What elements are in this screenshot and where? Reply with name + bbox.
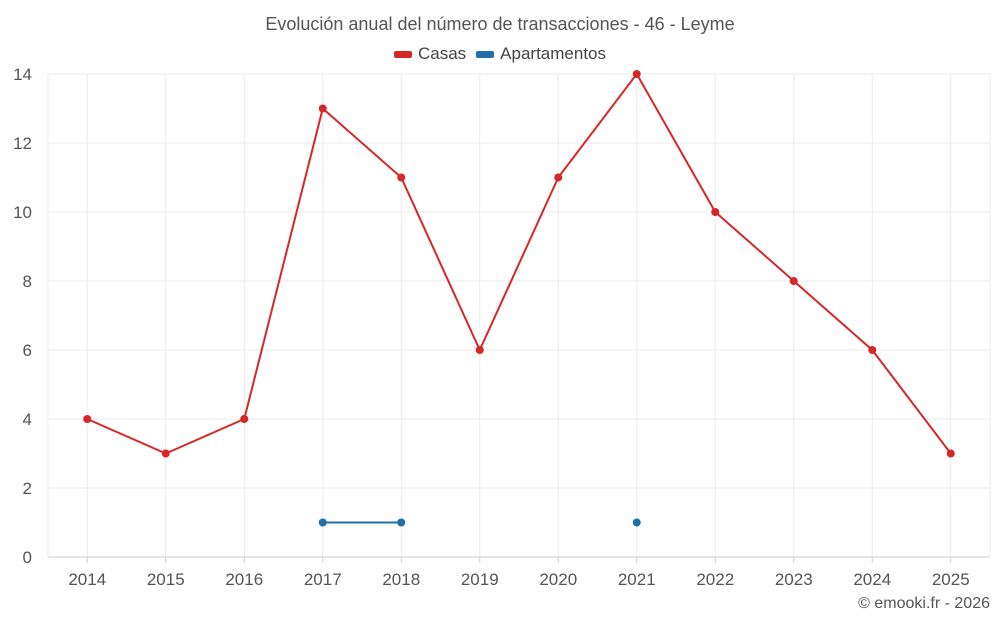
x-tick-label: 2023 [775, 570, 813, 589]
data-point-casas-2025[interactable] [946, 449, 955, 458]
data-point-casas-2018[interactable] [397, 173, 406, 182]
data-point-casas-2023[interactable] [789, 277, 798, 285]
y-tick-label: 8 [23, 272, 32, 291]
data-point-apartamentos-2021[interactable] [632, 518, 641, 527]
y-tick-label: 12 [13, 134, 32, 153]
data-point-apartamentos-2018[interactable] [397, 518, 406, 527]
x-tick-label: 2017 [304, 570, 342, 589]
y-tick-label: 10 [13, 203, 32, 222]
x-tick-label: 2025 [932, 570, 970, 589]
y-tick-label: 14 [13, 65, 32, 84]
x-tick-label: 2019 [461, 570, 499, 589]
x-tick-label: 2020 [539, 570, 577, 589]
data-point-casas-2016[interactable] [240, 415, 249, 423]
data-point-casas-2014[interactable] [83, 415, 92, 423]
data-point-casas-2024[interactable] [868, 346, 877, 354]
x-tick-label: 2015 [147, 570, 185, 589]
legend-label-apartamentos: Apartamentos [500, 44, 607, 63]
x-tick-label: 2021 [618, 570, 656, 589]
legend-swatch-apartamentos [476, 50, 495, 58]
x-tick-label: 2014 [68, 570, 106, 589]
legend: Casas Apartamentos [0, 44, 1000, 64]
data-point-casas-2017[interactable] [318, 104, 327, 113]
x-tick-label: 2022 [696, 570, 734, 589]
x-tick-label: 2024 [853, 570, 891, 589]
credit-text: © emooki.fr - 2026 [858, 595, 990, 612]
x-tick-label: 2018 [382, 570, 420, 589]
y-tick-label: 4 [23, 410, 32, 429]
x-tick-label: 2016 [225, 570, 263, 589]
data-point-casas-2019[interactable] [475, 346, 484, 354]
data-point-casas-2020[interactable] [554, 173, 563, 182]
chart-title: Evolución anual del número de transaccio… [265, 14, 735, 34]
y-tick-label: 2 [23, 479, 32, 498]
legend-swatch-casas [393, 50, 412, 58]
data-point-apartamentos-2017[interactable] [318, 518, 327, 527]
y-tick-label: 6 [23, 341, 32, 360]
y-tick-label: 0 [23, 548, 32, 567]
legend-label-casas: Casas [417, 44, 467, 63]
series-line-casas [86, 73, 952, 455]
data-point-casas-2021[interactable] [632, 70, 641, 78]
legend-item-apartamentos[interactable]: Apartamentos [476, 44, 606, 64]
data-point-casas-2015[interactable] [161, 449, 170, 458]
data-point-casas-2022[interactable] [711, 208, 720, 216]
legend-item-casas[interactable]: Casas [393, 44, 467, 64]
